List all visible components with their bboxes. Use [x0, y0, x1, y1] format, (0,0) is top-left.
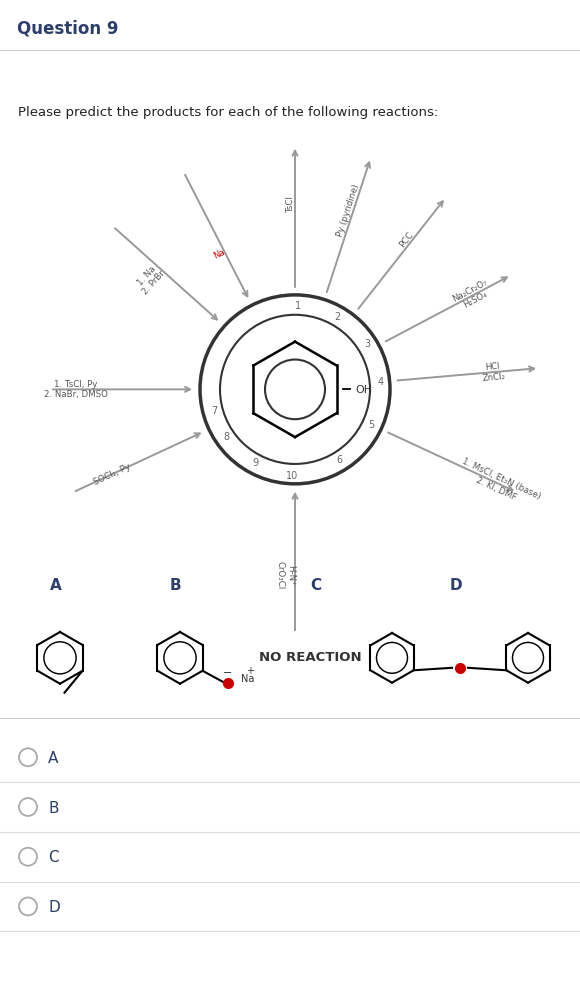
Text: 6: 6	[336, 456, 343, 465]
Text: +: +	[246, 666, 255, 675]
Text: Question 9: Question 9	[17, 19, 119, 37]
Text: OH: OH	[355, 386, 372, 395]
Text: NO REACTION: NO REACTION	[259, 652, 361, 665]
Text: Na₂Cr₂O₇
H₂SO₄: Na₂Cr₂O₇ H₂SO₄	[451, 278, 494, 313]
Text: 1. MsCI, Et₃N (base)
2. KI, DMF: 1. MsCI, Et₃N (base) 2. KI, DMF	[456, 458, 542, 511]
Text: C: C	[310, 579, 321, 594]
Text: Na: Na	[212, 247, 226, 260]
Text: H-N⁺
CrO₃CI: H-N⁺ CrO₃CI	[276, 561, 295, 590]
Text: B: B	[48, 801, 59, 815]
Text: Na: Na	[241, 673, 254, 683]
Text: 5: 5	[368, 420, 375, 430]
Text: 1: 1	[295, 301, 301, 311]
Text: 8: 8	[223, 433, 229, 443]
Text: 10: 10	[286, 471, 298, 481]
Text: Py (pyridine): Py (pyridine)	[336, 183, 361, 239]
Text: 1. TsCI, Py
2. NaBr, DMSO: 1. TsCI, Py 2. NaBr, DMSO	[44, 380, 108, 399]
Text: −: −	[223, 668, 232, 677]
Text: 7: 7	[212, 406, 218, 416]
Text: 1. Na
2. PrBr: 1. Na 2. PrBr	[133, 261, 167, 296]
Text: PCC: PCC	[398, 231, 415, 249]
Text: D: D	[48, 900, 60, 915]
Text: 2: 2	[334, 312, 340, 321]
Text: SOCI₂, Py: SOCI₂, Py	[92, 461, 132, 487]
Text: TsCI: TsCI	[286, 195, 295, 212]
Text: A: A	[48, 750, 59, 766]
Text: 4: 4	[378, 377, 383, 387]
Text: D: D	[450, 579, 463, 594]
Text: Please predict the products for each of the following reactions:: Please predict the products for each of …	[18, 106, 438, 119]
Text: 3: 3	[365, 339, 371, 349]
Text: 9: 9	[252, 458, 259, 468]
Text: C: C	[48, 850, 59, 866]
Circle shape	[200, 295, 390, 484]
Text: B: B	[170, 579, 182, 594]
Text: HCI
ZnCl₂: HCI ZnCl₂	[481, 362, 506, 383]
Text: A: A	[50, 579, 61, 594]
